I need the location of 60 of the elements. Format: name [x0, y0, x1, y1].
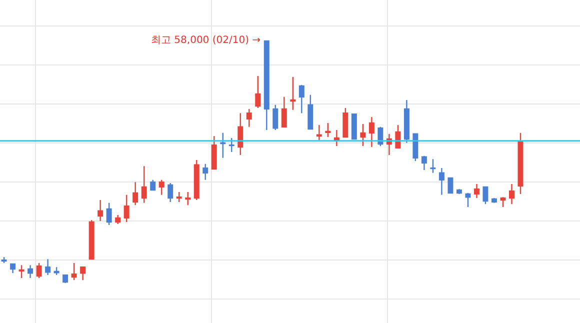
- candlestick: [132, 181, 138, 206]
- candlestick: [378, 126, 384, 147]
- candlestick: [10, 263, 16, 274]
- candlestick: [88, 220, 94, 260]
- candlestick: [308, 94, 314, 130]
- candlestick: [438, 167, 444, 196]
- candlestick: [316, 124, 322, 141]
- candlestick: [448, 177, 454, 194]
- candlestick: [194, 159, 200, 201]
- candlestick: [18, 264, 24, 279]
- candlestick: [158, 179, 164, 196]
- candlestick: [150, 179, 156, 191]
- candlestick: [1, 256, 7, 264]
- candlestick: [412, 133, 418, 162]
- candlestick: [168, 182, 174, 203]
- candlestick: [36, 262, 42, 279]
- candlestick: [500, 196, 506, 208]
- candlestick: [360, 123, 366, 147]
- candlestick: [124, 194, 130, 223]
- candlestick: [334, 129, 340, 147]
- annotation: 최고 58,000 (02/10) →: [151, 35, 261, 46]
- candlestick: [351, 113, 357, 140]
- candlestick: [518, 132, 524, 195]
- candlestick: [202, 163, 208, 180]
- candlestick: [290, 76, 296, 111]
- candlestick: [281, 96, 287, 128]
- candlestick: [185, 191, 191, 206]
- candlestick: [255, 75, 261, 109]
- candlestick: [71, 262, 77, 281]
- candlestick: [368, 116, 374, 148]
- candlestick: [342, 107, 348, 138]
- candlestick: [228, 137, 234, 153]
- candlestick: [54, 266, 60, 276]
- candlestick: [176, 191, 182, 203]
- candlestick: [325, 122, 331, 138]
- candlestick: [80, 266, 86, 281]
- candlestick: [272, 104, 278, 131]
- candlestick: [456, 188, 462, 195]
- candlestick: [491, 197, 497, 204]
- candlestick: [404, 99, 410, 144]
- candlestick: [141, 166, 147, 204]
- candlestick: [238, 112, 244, 156]
- candlestick: [211, 135, 217, 170]
- candlestick: [62, 274, 68, 284]
- candlestick: [474, 183, 480, 199]
- candlestick: [264, 40, 270, 131]
- candlestick: [430, 158, 436, 174]
- candlestick: [482, 186, 488, 205]
- candlestick: [28, 264, 34, 279]
- candlestick: [421, 155, 427, 171]
- candlestick: [508, 183, 514, 205]
- candlestick: [298, 84, 304, 114]
- candlestick: [395, 124, 401, 149]
- candlestick: [115, 214, 121, 225]
- candlestick: [465, 192, 471, 208]
- candlestick: [220, 132, 226, 158]
- candlestick: [45, 258, 51, 276]
- candlestick: [246, 108, 252, 128]
- candlestick: [98, 199, 104, 222]
- candlestick: [106, 202, 112, 226]
